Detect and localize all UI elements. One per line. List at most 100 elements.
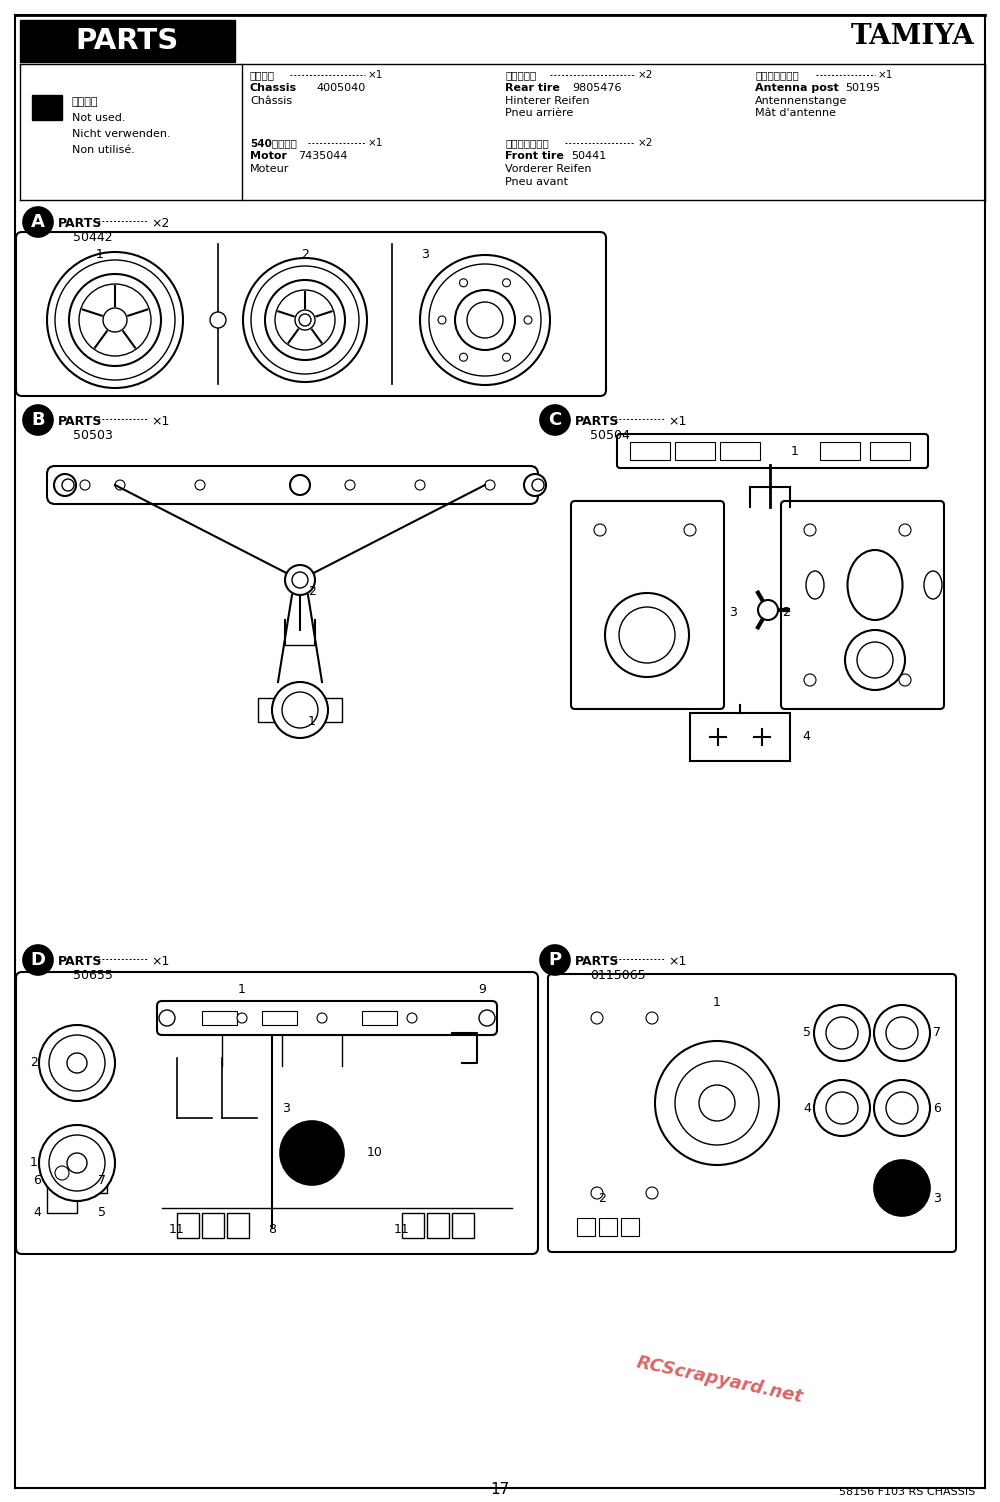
Text: 50503: 50503 xyxy=(73,430,113,442)
Circle shape xyxy=(280,1120,344,1185)
Text: Pneu avant: Pneu avant xyxy=(505,177,568,188)
Bar xyxy=(870,442,910,460)
Circle shape xyxy=(290,475,310,496)
Text: 不要部品: 不要部品 xyxy=(72,98,98,107)
FancyBboxPatch shape xyxy=(16,231,606,397)
Bar xyxy=(621,1218,639,1236)
Text: 2: 2 xyxy=(598,1191,606,1205)
Text: 1: 1 xyxy=(30,1157,38,1170)
Text: 4: 4 xyxy=(803,1101,811,1114)
Text: 2: 2 xyxy=(301,248,309,261)
Text: D: D xyxy=(30,951,46,969)
FancyBboxPatch shape xyxy=(47,466,538,505)
Circle shape xyxy=(345,481,355,490)
Text: 4: 4 xyxy=(33,1206,41,1220)
Text: 1: 1 xyxy=(238,982,246,996)
Circle shape xyxy=(69,273,161,366)
Circle shape xyxy=(299,314,311,326)
Circle shape xyxy=(251,266,359,374)
Circle shape xyxy=(605,593,689,677)
Text: Non utilisé.: Non utilisé. xyxy=(72,146,135,155)
Text: 7: 7 xyxy=(98,1173,106,1187)
Ellipse shape xyxy=(806,571,824,599)
Text: 5: 5 xyxy=(98,1206,106,1220)
Text: Antenna post: Antenna post xyxy=(755,83,839,93)
Circle shape xyxy=(67,1154,87,1173)
Circle shape xyxy=(438,315,446,324)
Circle shape xyxy=(460,353,468,362)
Ellipse shape xyxy=(924,571,942,599)
Text: PARTS: PARTS xyxy=(575,955,619,967)
Circle shape xyxy=(826,1017,858,1048)
Text: ×1: ×1 xyxy=(668,415,686,428)
Text: シャーシ: シャーシ xyxy=(250,71,275,80)
Text: アンテナポスト: アンテナポスト xyxy=(755,71,799,80)
Text: 3: 3 xyxy=(729,607,737,619)
Text: PARTS: PARTS xyxy=(58,415,102,428)
Circle shape xyxy=(804,524,816,536)
Circle shape xyxy=(39,1125,115,1202)
Text: Rear tire: Rear tire xyxy=(505,83,560,93)
Text: 1: 1 xyxy=(308,715,316,728)
Bar xyxy=(20,20,235,62)
Circle shape xyxy=(899,674,911,686)
Text: 58156 F103 RS CHASSIS: 58156 F103 RS CHASSIS xyxy=(839,1487,975,1497)
Circle shape xyxy=(485,481,495,490)
Circle shape xyxy=(54,475,76,496)
Circle shape xyxy=(103,308,127,332)
Bar xyxy=(177,1214,199,1238)
Text: RCScrapyard.net: RCScrapyard.net xyxy=(635,1353,805,1406)
Text: 6: 6 xyxy=(933,1101,941,1114)
Circle shape xyxy=(524,315,532,324)
Text: リヤタイヤ: リヤタイヤ xyxy=(505,71,536,80)
Text: 3: 3 xyxy=(933,1191,941,1205)
Circle shape xyxy=(857,641,893,677)
Circle shape xyxy=(79,284,151,356)
Circle shape xyxy=(814,1005,870,1060)
Text: 8: 8 xyxy=(268,1223,276,1236)
Circle shape xyxy=(814,1080,870,1136)
Circle shape xyxy=(826,1092,858,1123)
Text: Not used.: Not used. xyxy=(72,113,126,123)
Text: A: A xyxy=(31,213,45,231)
Circle shape xyxy=(646,1012,658,1024)
Text: PARTS: PARTS xyxy=(575,415,619,428)
Text: PARTS: PARTS xyxy=(58,955,102,967)
Circle shape xyxy=(874,1160,930,1217)
Text: 2: 2 xyxy=(308,584,316,598)
Circle shape xyxy=(39,1024,115,1101)
Text: B: B xyxy=(31,412,45,430)
Circle shape xyxy=(243,258,367,382)
Circle shape xyxy=(237,1012,247,1023)
Text: ×1: ×1 xyxy=(668,955,686,967)
Bar xyxy=(577,1218,595,1236)
Circle shape xyxy=(80,481,90,490)
Text: 6: 6 xyxy=(33,1173,41,1187)
Bar xyxy=(427,1214,449,1238)
Bar xyxy=(87,1173,107,1193)
Bar xyxy=(32,95,62,120)
Circle shape xyxy=(317,1012,327,1023)
Circle shape xyxy=(460,279,468,287)
Text: ×1: ×1 xyxy=(151,415,169,428)
Circle shape xyxy=(675,1060,759,1145)
Text: Vorderer Reifen: Vorderer Reifen xyxy=(505,164,592,174)
Text: 0115065: 0115065 xyxy=(590,969,646,982)
Circle shape xyxy=(115,481,125,490)
Text: 5: 5 xyxy=(803,1026,811,1039)
Circle shape xyxy=(282,692,318,728)
Text: 1: 1 xyxy=(791,445,799,458)
Bar xyxy=(599,1218,617,1236)
Circle shape xyxy=(23,406,53,436)
Text: P: P xyxy=(548,951,562,969)
Circle shape xyxy=(467,302,503,338)
Text: Antennenstange: Antennenstange xyxy=(755,96,847,107)
Circle shape xyxy=(195,481,205,490)
Text: 11: 11 xyxy=(394,1223,410,1236)
Circle shape xyxy=(874,1080,930,1136)
FancyBboxPatch shape xyxy=(781,502,944,709)
Bar xyxy=(47,1173,77,1214)
Circle shape xyxy=(62,479,74,491)
Bar xyxy=(202,1011,237,1024)
Text: フロントタイヤ: フロントタイヤ xyxy=(505,138,549,149)
